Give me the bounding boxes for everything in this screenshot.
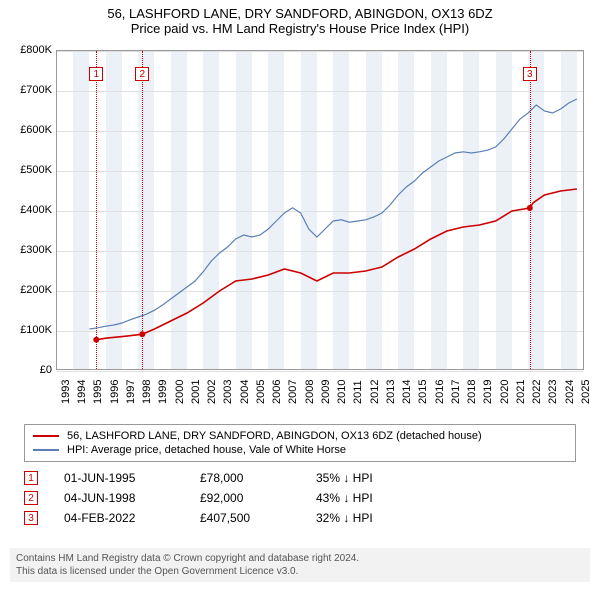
xtick-label: 2009 bbox=[320, 380, 332, 404]
xtick-label: 2007 bbox=[287, 380, 299, 404]
xtick-label: 2000 bbox=[174, 380, 186, 404]
event-line bbox=[530, 51, 531, 369]
xtick-label: 2002 bbox=[206, 380, 218, 404]
ytick-label: £0 bbox=[10, 364, 52, 376]
event-marker: 1 bbox=[89, 67, 103, 81]
footer-line2: This data is licensed under the Open Gov… bbox=[16, 565, 584, 578]
plot-area: 1 2 3 bbox=[56, 50, 584, 370]
legend-item-property: 56, LASHFORD LANE, DRY SANDFORD, ABINGDO… bbox=[33, 429, 567, 443]
series-hpi bbox=[90, 99, 577, 329]
xtick-label: 2010 bbox=[336, 380, 348, 404]
datapoint-pct: 43% ↓ HPI bbox=[316, 491, 416, 505]
datapoint-price: £407,500 bbox=[200, 511, 290, 525]
xtick-label: 2011 bbox=[352, 380, 364, 404]
legend: 56, LASHFORD LANE, DRY SANDFORD, ABINGDO… bbox=[24, 424, 576, 462]
gridline-y bbox=[57, 371, 583, 372]
footer-attribution: Contains HM Land Registry data © Crown c… bbox=[10, 548, 590, 582]
footer-line1: Contains HM Land Registry data © Crown c… bbox=[16, 552, 584, 565]
xtick-label: 2024 bbox=[564, 380, 576, 404]
xtick-label: 1993 bbox=[60, 380, 72, 404]
chart-lines bbox=[57, 51, 583, 369]
legend-label-property: 56, LASHFORD LANE, DRY SANDFORD, ABINGDO… bbox=[67, 430, 482, 442]
xtick-label: 2021 bbox=[515, 380, 527, 404]
datapoint-row: 1 01-JUN-1995 £78,000 35% ↓ HPI bbox=[24, 468, 576, 488]
legend-item-hpi: HPI: Average price, detached house, Vale… bbox=[33, 443, 567, 457]
datapoint-price: £92,000 bbox=[200, 491, 290, 505]
xtick-label: 1996 bbox=[109, 380, 121, 404]
xtick-label: 2004 bbox=[239, 380, 251, 404]
datapoint-price: £78,000 bbox=[200, 471, 290, 485]
xtick-label: 2018 bbox=[466, 380, 478, 404]
xtick-label: 2015 bbox=[417, 380, 429, 404]
xtick-label: 2014 bbox=[401, 380, 413, 404]
ytick-label: £200K bbox=[10, 284, 52, 296]
xtick-label: 2025 bbox=[580, 380, 592, 404]
chart-title: 56, LASHFORD LANE, DRY SANDFORD, ABINGDO… bbox=[0, 0, 600, 38]
event-marker: 2 bbox=[135, 67, 149, 81]
event-marker: 3 bbox=[523, 67, 537, 81]
datapoint-pct: 35% ↓ HPI bbox=[316, 471, 416, 485]
xtick-label: 2012 bbox=[369, 380, 381, 404]
title-line1: 56, LASHFORD LANE, DRY SANDFORD, ABINGDO… bbox=[0, 6, 600, 21]
xtick-label: 1998 bbox=[141, 380, 153, 404]
datapoint-date: 01-JUN-1995 bbox=[64, 471, 174, 485]
datapoints-table: 1 01-JUN-1995 £78,000 35% ↓ HPI 2 04-JUN… bbox=[24, 468, 576, 528]
xtick-label: 2023 bbox=[547, 380, 559, 404]
xtick-label: 1995 bbox=[92, 380, 104, 404]
ytick-label: £800K bbox=[10, 44, 52, 56]
datapoint-marker: 2 bbox=[24, 491, 38, 505]
xtick-label: 2008 bbox=[304, 380, 316, 404]
title-line2: Price paid vs. HM Land Registry's House … bbox=[0, 21, 600, 36]
datapoint-marker: 1 bbox=[24, 471, 38, 485]
ytick-label: £500K bbox=[10, 164, 52, 176]
xtick-label: 2013 bbox=[385, 380, 397, 404]
datapoint-date: 04-FEB-2022 bbox=[64, 511, 174, 525]
datapoint-marker: 3 bbox=[24, 511, 38, 525]
xtick-label: 2019 bbox=[482, 380, 494, 404]
legend-swatch-property bbox=[33, 435, 59, 437]
ytick-label: £700K bbox=[10, 84, 52, 96]
xtick-label: 2006 bbox=[271, 380, 283, 404]
legend-label-hpi: HPI: Average price, detached house, Vale… bbox=[67, 444, 346, 456]
ytick-label: £300K bbox=[10, 244, 52, 256]
chart-area: 1 2 3 £0 £100K £200K £300K £400K £500K £600K £700… bbox=[10, 44, 590, 414]
xtick-label: 2003 bbox=[222, 380, 234, 404]
ytick-label: £600K bbox=[10, 124, 52, 136]
ytick-label: £400K bbox=[10, 204, 52, 216]
xtick-label: 2022 bbox=[531, 380, 543, 404]
ytick-label: £100K bbox=[10, 324, 52, 336]
datapoint-row: 3 04-FEB-2022 £407,500 32% ↓ HPI bbox=[24, 508, 576, 528]
xtick-label: 2005 bbox=[255, 380, 267, 404]
xtick-label: 2001 bbox=[190, 380, 202, 404]
datapoint-pct: 32% ↓ HPI bbox=[316, 511, 416, 525]
datapoint-date: 04-JUN-1998 bbox=[64, 491, 174, 505]
xtick-label: 2016 bbox=[434, 380, 446, 404]
legend-swatch-hpi bbox=[33, 449, 59, 451]
datapoint-row: 2 04-JUN-1998 £92,000 43% ↓ HPI bbox=[24, 488, 576, 508]
xtick-label: 2017 bbox=[450, 380, 462, 404]
xtick-label: 1999 bbox=[157, 380, 169, 404]
xtick-label: 2020 bbox=[499, 380, 511, 404]
xtick-label: 1994 bbox=[76, 380, 88, 404]
event-line bbox=[142, 51, 143, 369]
xtick-label: 1997 bbox=[125, 380, 137, 404]
event-line bbox=[96, 51, 97, 369]
series-property bbox=[96, 189, 577, 340]
